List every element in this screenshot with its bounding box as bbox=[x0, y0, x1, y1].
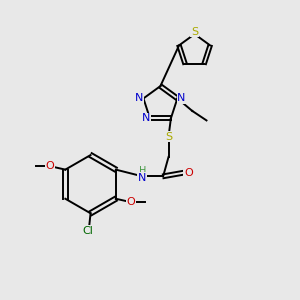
Text: O: O bbox=[127, 197, 136, 207]
Text: N: N bbox=[142, 113, 150, 123]
Text: S: S bbox=[191, 27, 198, 37]
Text: O: O bbox=[184, 168, 193, 178]
Text: O: O bbox=[46, 161, 54, 171]
Text: S: S bbox=[165, 132, 172, 142]
Text: N: N bbox=[177, 93, 186, 103]
Text: Cl: Cl bbox=[83, 226, 94, 236]
Text: H: H bbox=[139, 166, 146, 176]
Text: N: N bbox=[135, 93, 143, 103]
Text: N: N bbox=[138, 173, 146, 183]
